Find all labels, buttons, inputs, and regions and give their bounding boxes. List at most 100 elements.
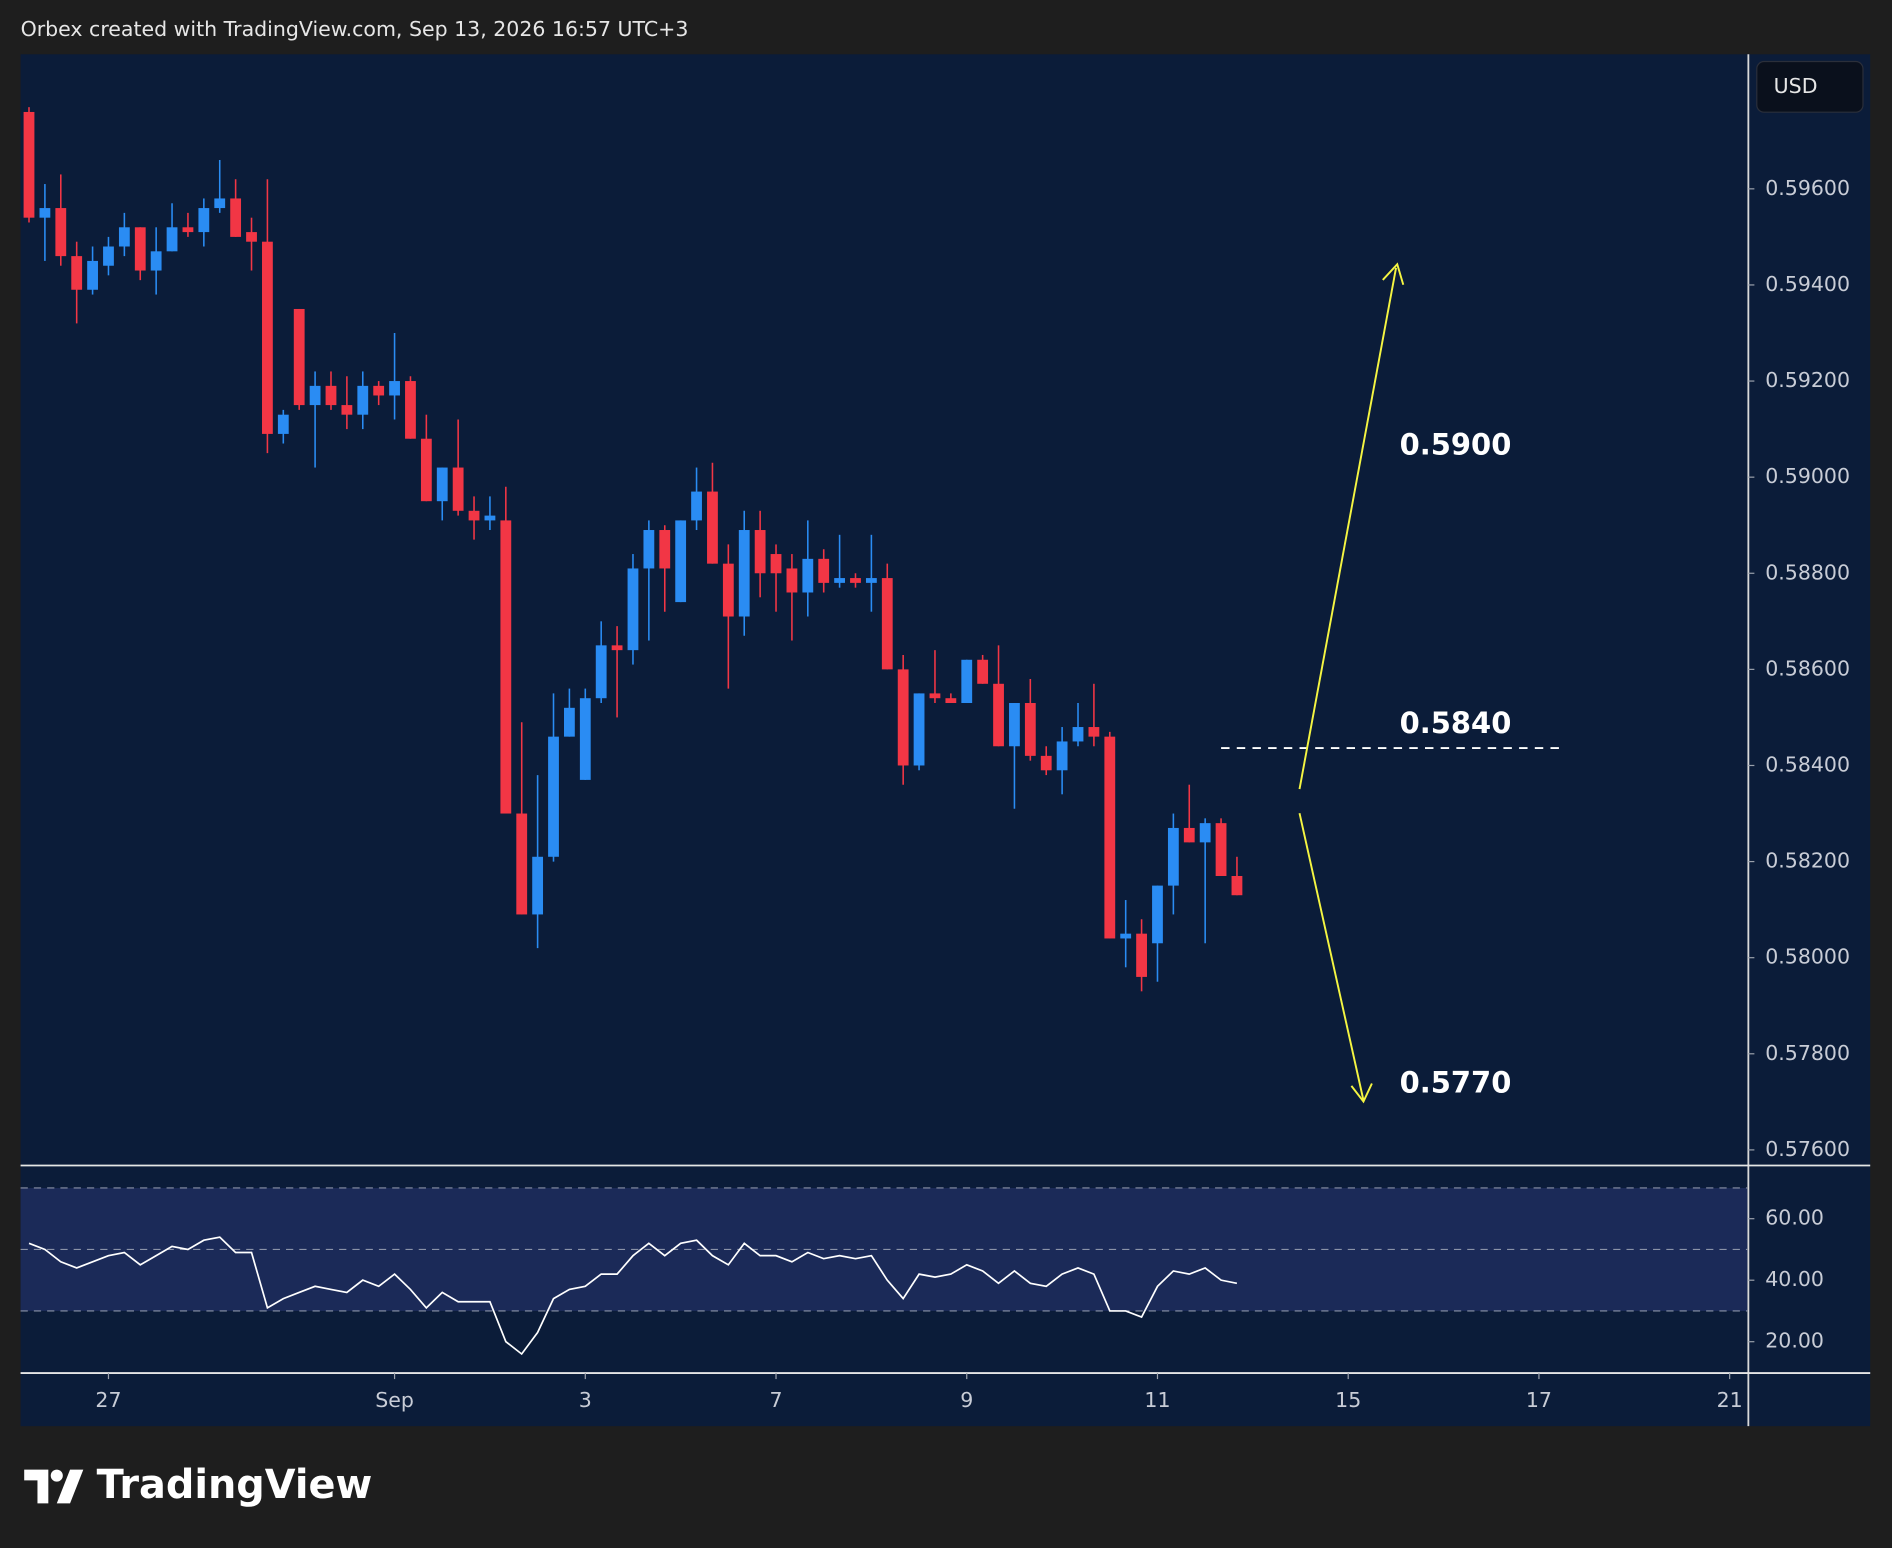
y-tick-label: 0.58200 xyxy=(1765,849,1850,873)
candle-body xyxy=(627,568,639,651)
candle-body xyxy=(1120,933,1132,939)
candle-body xyxy=(675,520,687,603)
candle-body xyxy=(1152,885,1163,944)
candle-body xyxy=(71,256,83,290)
candle-body xyxy=(818,558,830,583)
x-tick-label: 27 xyxy=(95,1388,121,1412)
candle-body xyxy=(897,669,909,766)
candle-body xyxy=(309,385,321,406)
x-tick-label: 3 xyxy=(579,1388,592,1412)
candle-body xyxy=(754,530,766,574)
candle-body xyxy=(198,208,210,233)
x-tick-label: 15 xyxy=(1335,1388,1361,1412)
candle-body xyxy=(389,381,400,396)
candle-body xyxy=(357,385,369,415)
candle-body xyxy=(150,251,162,271)
candle-body xyxy=(1104,736,1116,939)
candle-body xyxy=(1199,823,1211,843)
candle-body xyxy=(1231,876,1243,896)
arrow-down xyxy=(1298,813,1365,1101)
candle-body xyxy=(118,227,130,247)
candle-body xyxy=(977,659,989,684)
candle-body xyxy=(23,111,35,218)
logo xyxy=(24,1469,84,1504)
candle-body xyxy=(262,241,273,434)
x-tick-label: 17 xyxy=(1526,1388,1552,1412)
currency-box[interactable] xyxy=(1756,60,1864,113)
candle-body xyxy=(929,693,941,699)
candle-body xyxy=(834,578,846,583)
y-tick-label: 0.59400 xyxy=(1765,272,1850,296)
candle-body xyxy=(961,659,973,704)
candle-body xyxy=(786,568,798,593)
candle-body xyxy=(595,645,607,699)
candle-body xyxy=(1056,741,1068,771)
rsi-tick-label: 40.00 xyxy=(1765,1267,1824,1291)
candle-body xyxy=(341,405,353,415)
candle-body xyxy=(230,198,242,237)
x-tick-label: Sep xyxy=(375,1388,414,1412)
arrow-head xyxy=(1350,1083,1373,1104)
candle-body xyxy=(563,707,575,737)
currency-label: USD xyxy=(1774,74,1818,98)
arrow-head xyxy=(1382,262,1405,286)
candle-body xyxy=(182,227,194,233)
x-tick-label: 7 xyxy=(769,1388,782,1412)
candle-body xyxy=(659,530,671,569)
candle-body xyxy=(39,208,51,218)
candle-body xyxy=(293,308,305,406)
candle-body xyxy=(611,645,623,651)
candle-body xyxy=(548,736,559,857)
candle-body xyxy=(325,385,337,406)
candle-body xyxy=(850,578,861,583)
x-tick-label: 21 xyxy=(1717,1388,1743,1412)
candle-body xyxy=(420,438,432,502)
candle-body xyxy=(993,683,1004,747)
candle-body xyxy=(1183,827,1195,843)
candle-body xyxy=(1009,703,1020,747)
annotation: 0.5840 xyxy=(1400,706,1512,740)
rsi-line xyxy=(28,1236,1238,1356)
watermark: TradingView xyxy=(97,1462,373,1508)
candle-body xyxy=(516,813,528,915)
candle-body xyxy=(1024,703,1036,756)
candle-body xyxy=(945,698,957,704)
candle-body xyxy=(691,491,702,521)
y-tick-label: 0.57600 xyxy=(1765,1137,1850,1161)
candle-body xyxy=(55,208,67,257)
y-tick-label: 0.58000 xyxy=(1765,945,1850,969)
candle-body xyxy=(484,515,496,521)
y-tick-label: 0.59000 xyxy=(1765,464,1850,488)
x-tick-label: 9 xyxy=(960,1388,973,1412)
candle-body xyxy=(1215,823,1227,877)
candle-body xyxy=(707,491,718,564)
y-tick-label: 0.58600 xyxy=(1765,656,1850,680)
candle-body xyxy=(1136,933,1147,977)
candle-body xyxy=(436,467,448,502)
candle-body xyxy=(579,698,591,780)
candle-body xyxy=(134,227,146,271)
candle-body xyxy=(405,381,416,439)
y-tick-label: 0.57800 xyxy=(1765,1041,1850,1065)
candle-body xyxy=(468,510,480,521)
candle-body xyxy=(87,260,98,290)
candle-body xyxy=(532,856,544,915)
y-tick-label: 0.58400 xyxy=(1765,752,1850,776)
rsi-tick-label: 20.00 xyxy=(1765,1329,1824,1353)
candle-body xyxy=(1088,727,1100,737)
candle-body xyxy=(1167,827,1179,886)
y-tick-label: 0.59200 xyxy=(1765,368,1850,392)
candle-body xyxy=(881,578,893,670)
rsi-tick-label: 60.00 xyxy=(1765,1206,1824,1230)
annotation: 0.5770 xyxy=(1400,1066,1512,1100)
candle-body xyxy=(452,467,464,511)
arrow-up xyxy=(1298,267,1397,790)
candle-body xyxy=(865,578,877,583)
candle-body xyxy=(722,563,734,617)
candle-body xyxy=(246,232,257,242)
header: Orbex created with TradingView.com, Sep … xyxy=(21,17,689,41)
candle-body xyxy=(1072,727,1084,742)
candle-body xyxy=(643,530,655,569)
